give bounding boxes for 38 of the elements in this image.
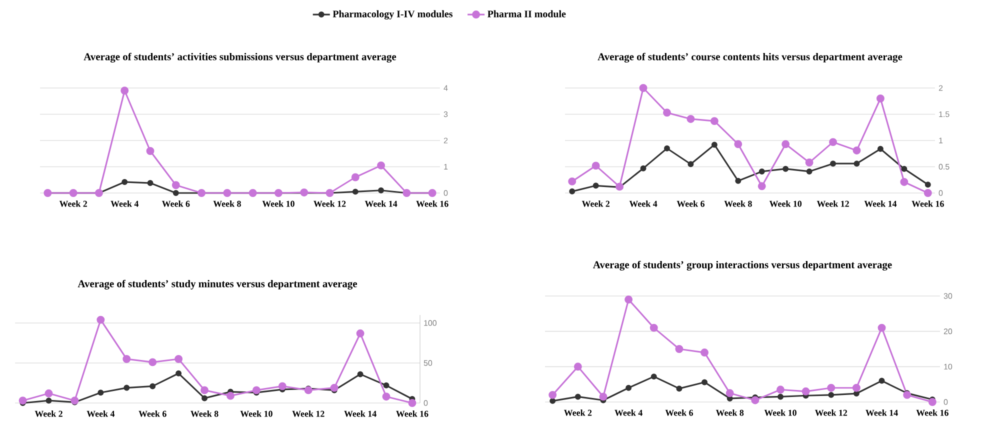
x-tick-label: Week 14 xyxy=(864,200,897,207)
x-tick-label: Week 6 xyxy=(138,410,166,417)
x-tick-label: Week 6 xyxy=(162,200,190,207)
chart-title: Average of students’ study minutes versus department average xyxy=(78,280,358,290)
x-tick-label: Week 10 xyxy=(769,200,802,207)
chart-title: Average of students’ group interactions versus department average xyxy=(593,260,892,271)
x-tick-label: Week 16 xyxy=(416,200,448,207)
x-tick-label: Week 16 xyxy=(396,410,428,417)
x-tick-label: Week 2 xyxy=(582,200,610,207)
chart-title: Average of students’ activities submissions versus department average xyxy=(84,52,396,63)
x-tick-label: Week 10 xyxy=(240,410,272,417)
x-tick-label: Week 14 xyxy=(866,410,898,416)
x-tick-label: Week 14 xyxy=(364,200,398,207)
x-tick-label: Week 8 xyxy=(213,200,241,207)
x-tick-label: Week 4 xyxy=(629,200,658,207)
x-tick-label: Week 12 xyxy=(292,410,324,417)
x-tick-label: Week 8 xyxy=(724,200,752,207)
x-tick-label: Week 4 xyxy=(86,410,115,417)
x-tick-label: Week 10 xyxy=(764,410,796,416)
x-tick-label: Week 12 xyxy=(816,200,849,207)
legend-label: Pharma II module xyxy=(488,10,566,18)
legend-label: Pharmacology I-IV modules xyxy=(332,10,453,20)
x-tick-label: Week 16 xyxy=(912,200,944,207)
x-tick-label: Week 2 xyxy=(59,200,88,207)
chart-title: Average of students’ course contents hits versus department average xyxy=(598,52,902,63)
x-tick-label: Week 12 xyxy=(314,200,346,207)
x-tick-label: Week 2 xyxy=(564,410,592,416)
x-tick-label: Week 4 xyxy=(614,410,642,416)
x-tick-label: Week 12 xyxy=(814,410,848,416)
x-tick-label: Week 4 xyxy=(110,200,139,207)
x-tick-label: Week 8 xyxy=(716,410,744,416)
x-tick-label: Week 6 xyxy=(676,200,705,207)
x-tick-label: Week 14 xyxy=(344,410,376,417)
x-tick-label: Week 10 xyxy=(262,200,294,207)
x-tick-label: Week 8 xyxy=(190,410,218,417)
x-tick-label: Week 2 xyxy=(34,410,62,417)
x-tick-label: Week 6 xyxy=(665,410,694,416)
x-tick-label: Week 16 xyxy=(916,410,948,416)
